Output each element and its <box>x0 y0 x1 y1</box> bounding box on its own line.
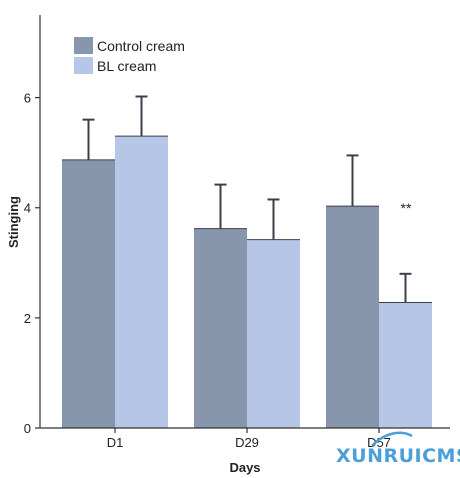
bar-bl-cream-d29 <box>247 239 300 428</box>
y-tick-label: 4 <box>24 201 31 216</box>
watermark-text: XUNRUICMS <box>336 445 460 467</box>
y-axis-ticks: 0 2 4 6 <box>24 91 40 436</box>
bar-control-cream-d1 <box>62 159 115 429</box>
watermark-logo: XUNRUICMS <box>336 431 460 467</box>
legend-label-control-cream: Control cream <box>97 38 185 54</box>
bar-bl-cream-d57 <box>379 302 432 428</box>
x-axis-ticks: D1 D29 D57 <box>107 428 391 450</box>
bars-layer <box>62 135 432 429</box>
x-tick-label-d1: D1 <box>107 435 124 450</box>
significance-annotation: ** <box>401 200 412 216</box>
error-bars-layer <box>82 95 412 303</box>
legend-label-bl-cream: BL cream <box>97 58 156 74</box>
legend-swatch-control-cream <box>74 37 93 54</box>
legend-swatch-bl-cream <box>74 57 93 74</box>
y-tick-label: 6 <box>24 91 31 106</box>
x-axis-title: Days <box>229 460 260 475</box>
watermark-swoosh <box>371 431 413 447</box>
x-tick-label-d29: D29 <box>235 435 259 450</box>
bar-control-cream-d29 <box>194 228 247 428</box>
y-axis-title: Stinging <box>6 196 21 248</box>
legend: Control cream BL cream <box>74 37 185 74</box>
bar-control-cream-d57 <box>326 206 379 428</box>
y-tick-label: 2 <box>24 311 31 326</box>
bar-bl-cream-d1 <box>115 136 168 428</box>
y-tick-label: 0 <box>24 421 31 436</box>
